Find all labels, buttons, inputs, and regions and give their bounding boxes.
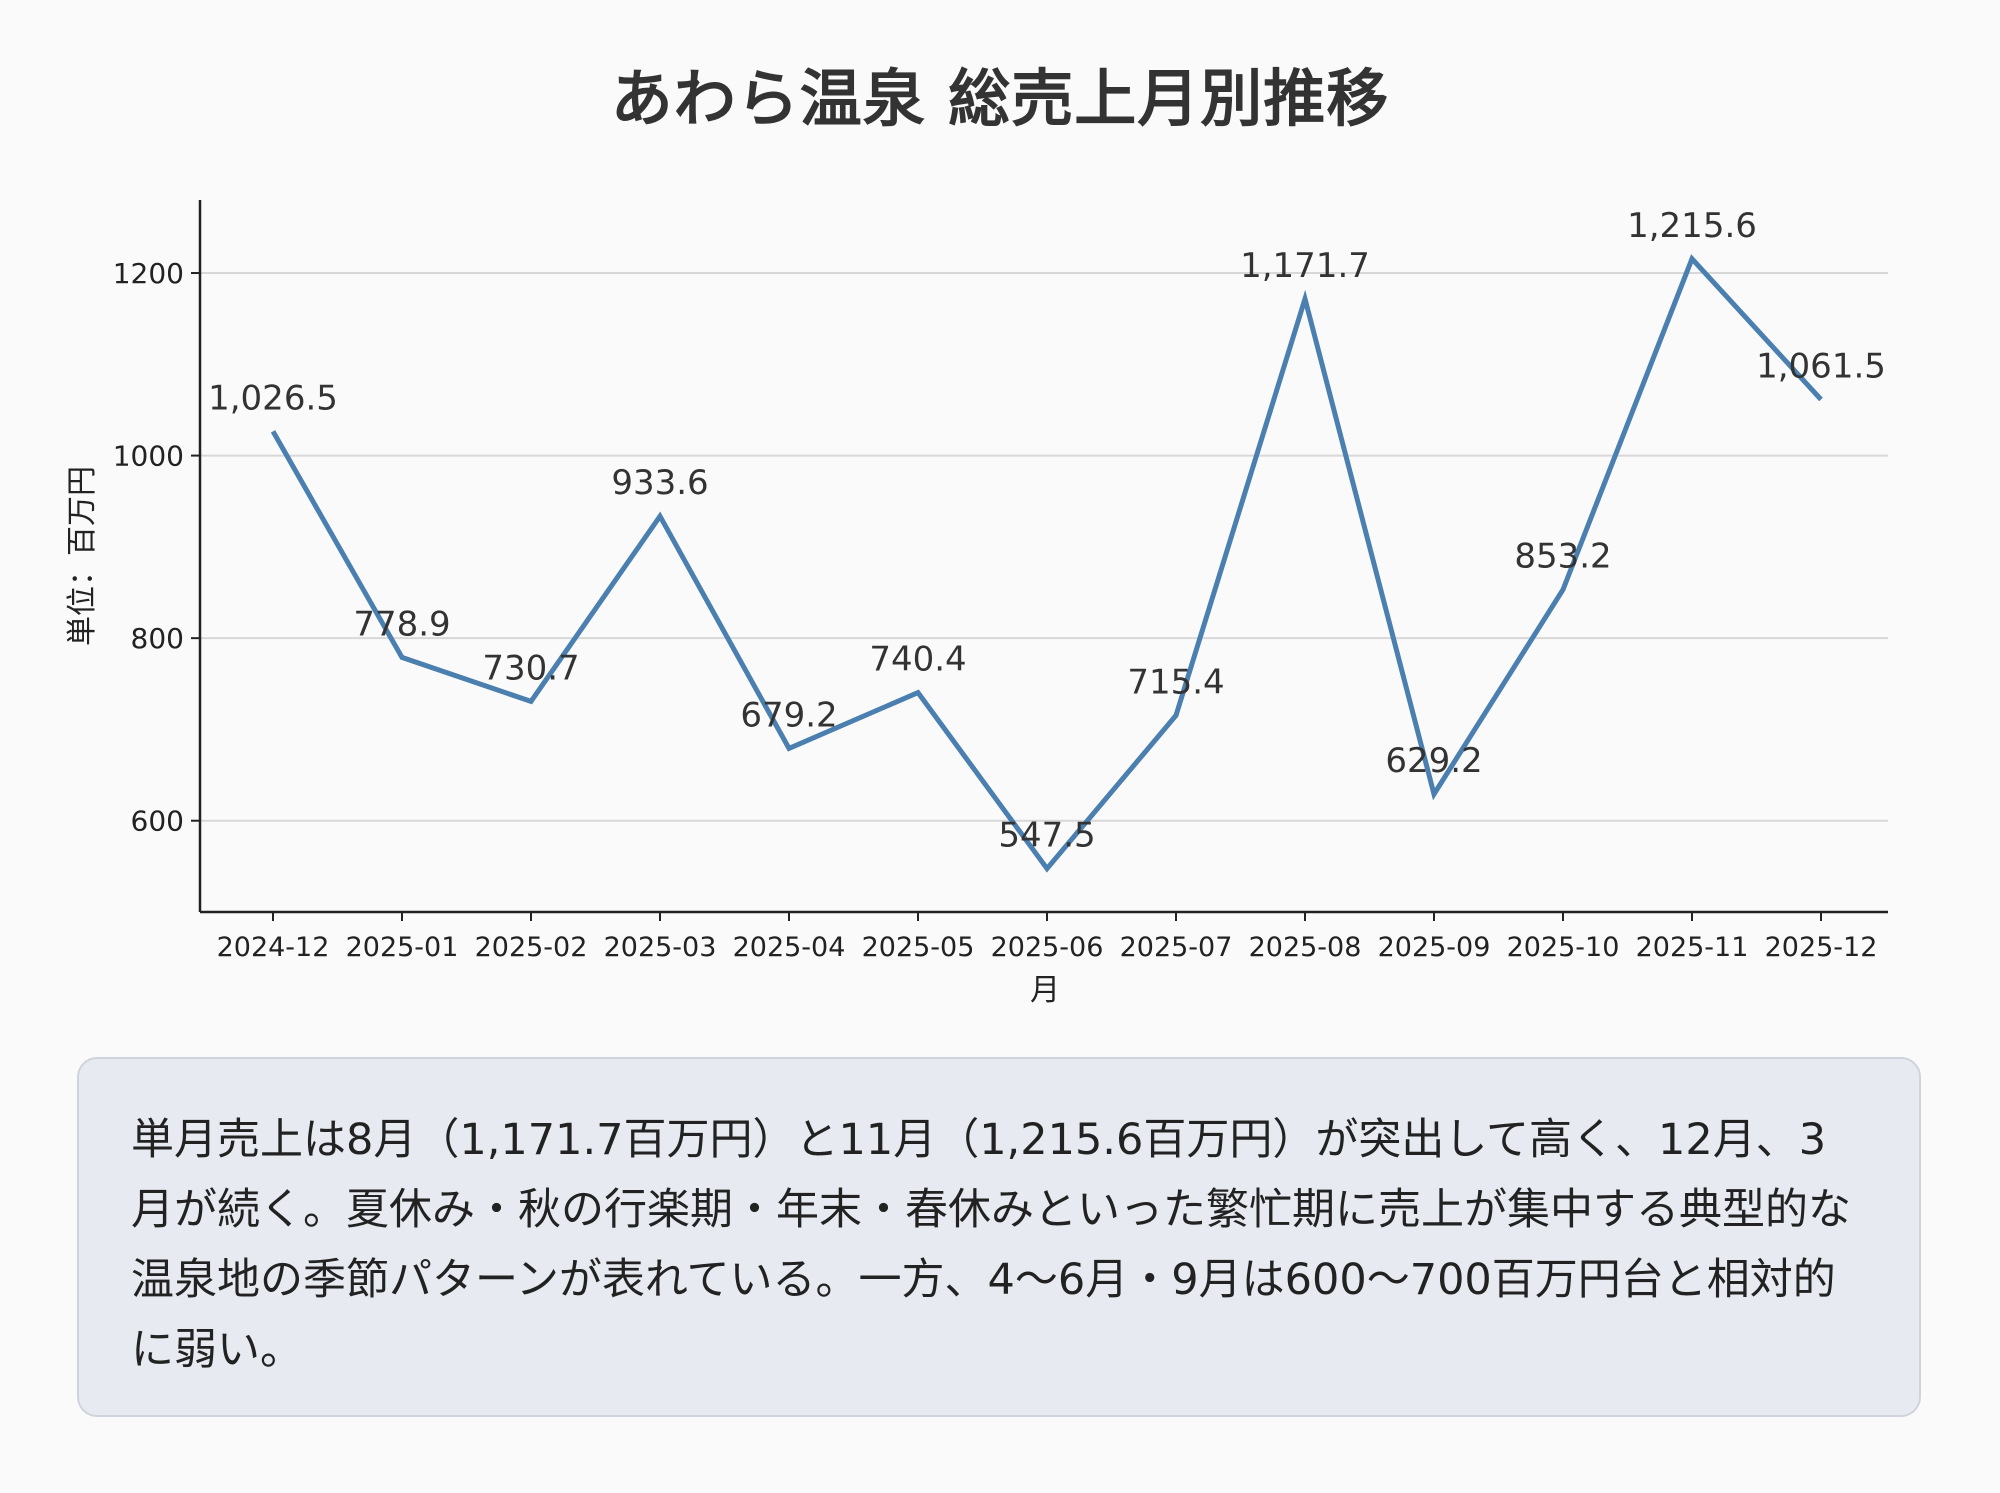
data-label: 933.6: [611, 463, 708, 503]
data-label: 1,215.6: [1627, 206, 1757, 246]
gridlines: [200, 272, 1888, 822]
x-tick-label: 2025-05: [862, 932, 975, 963]
data-label: 715.4: [1127, 662, 1224, 702]
data-label: 547.5: [998, 816, 1095, 856]
series-layer: [270, 254, 1823, 873]
x-axis-title: 月: [1030, 973, 1060, 1008]
x-ticks: 2024-12 2025-01 2025-02 2025-03 2025-04 2025-…: [217, 912, 1878, 963]
x-tick-label: 2025-08: [1249, 932, 1362, 963]
y-ticks: 600 800 1000 1200: [113, 257, 200, 838]
x-tick-label: 2025-09: [1378, 932, 1491, 963]
data-label: 1,171.7: [1240, 246, 1370, 286]
data-label: 679.2: [740, 695, 837, 735]
x-tick-label: 2025-02: [475, 932, 588, 963]
x-tick-label: 2025-11: [1636, 932, 1749, 963]
y-tick-label: 800: [131, 622, 184, 655]
x-tick-label: 2025-04: [733, 932, 846, 963]
x-tick-label: 2025-06: [991, 932, 1104, 963]
data-label: 1,061.5: [1756, 346, 1886, 386]
data-label: 853.2: [1514, 537, 1611, 577]
x-tick-label: 2025-03: [604, 932, 717, 963]
data-label: 730.7: [482, 648, 579, 688]
data-label: 1,026.5: [208, 378, 338, 418]
y-tick-label: 1000: [113, 440, 184, 473]
x-tick-label: 2025-10: [1507, 932, 1620, 963]
x-tick-label: 2024-12: [217, 932, 330, 963]
data-label: 629.2: [1385, 741, 1482, 781]
chart-title: あわら温泉 総売上月別推移: [610, 62, 1390, 135]
y-tick-label: 1200: [113, 257, 184, 290]
axes: [198, 200, 1888, 914]
line-chart: 600 800 1000 1200 2024-12 2025-01 2025-02 2025…: [65, 200, 1888, 1008]
data-labels: 1,026.5 778.9 730.7 933.6 679.2 740.4 547.5 715…: [208, 206, 1886, 856]
y-axis-title: 単位：百万円: [65, 466, 100, 646]
data-label: 778.9: [353, 604, 450, 644]
x-tick-label: 2025-01: [346, 932, 459, 963]
x-tick-label: 2025-07: [1120, 932, 1233, 963]
y-tick-label: 600: [131, 805, 184, 838]
summary-note: 単月売上は8月（1,171.7百万円）と11月（1,215.6百万円）が突出して…: [77, 1057, 1921, 1417]
data-label: 740.4: [869, 640, 966, 680]
summary-note-text: 単月売上は8月（1,171.7百万円）と11月（1,215.6百万円）が突出して…: [131, 1115, 1851, 1375]
x-tick-label: 2025-12: [1765, 932, 1878, 963]
series-line: [270, 254, 1823, 873]
